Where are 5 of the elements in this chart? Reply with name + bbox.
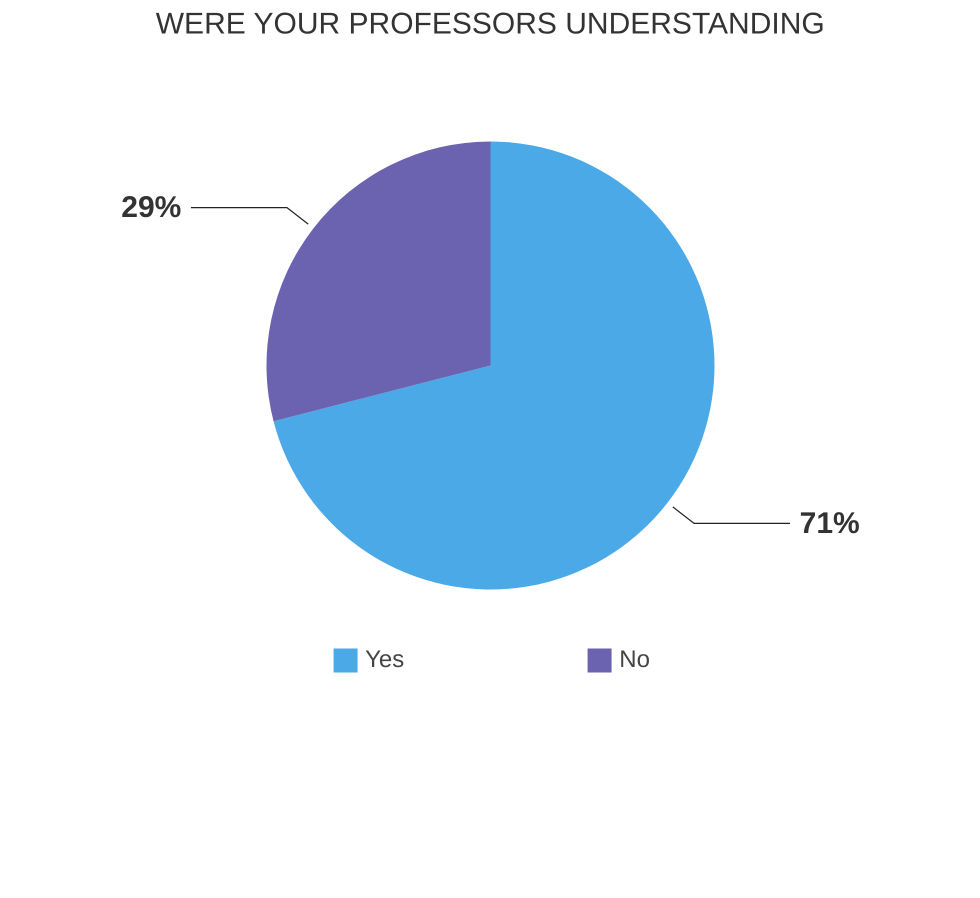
legend-label: Yes — [365, 646, 404, 674]
chart-title: WERE YOUR PROFESSORS UNDERSTANDING — [156, 8, 825, 40]
data-label: 29% — [121, 191, 182, 224]
data-label: 71% — [800, 506, 860, 540]
legend-label: No — [619, 646, 650, 674]
